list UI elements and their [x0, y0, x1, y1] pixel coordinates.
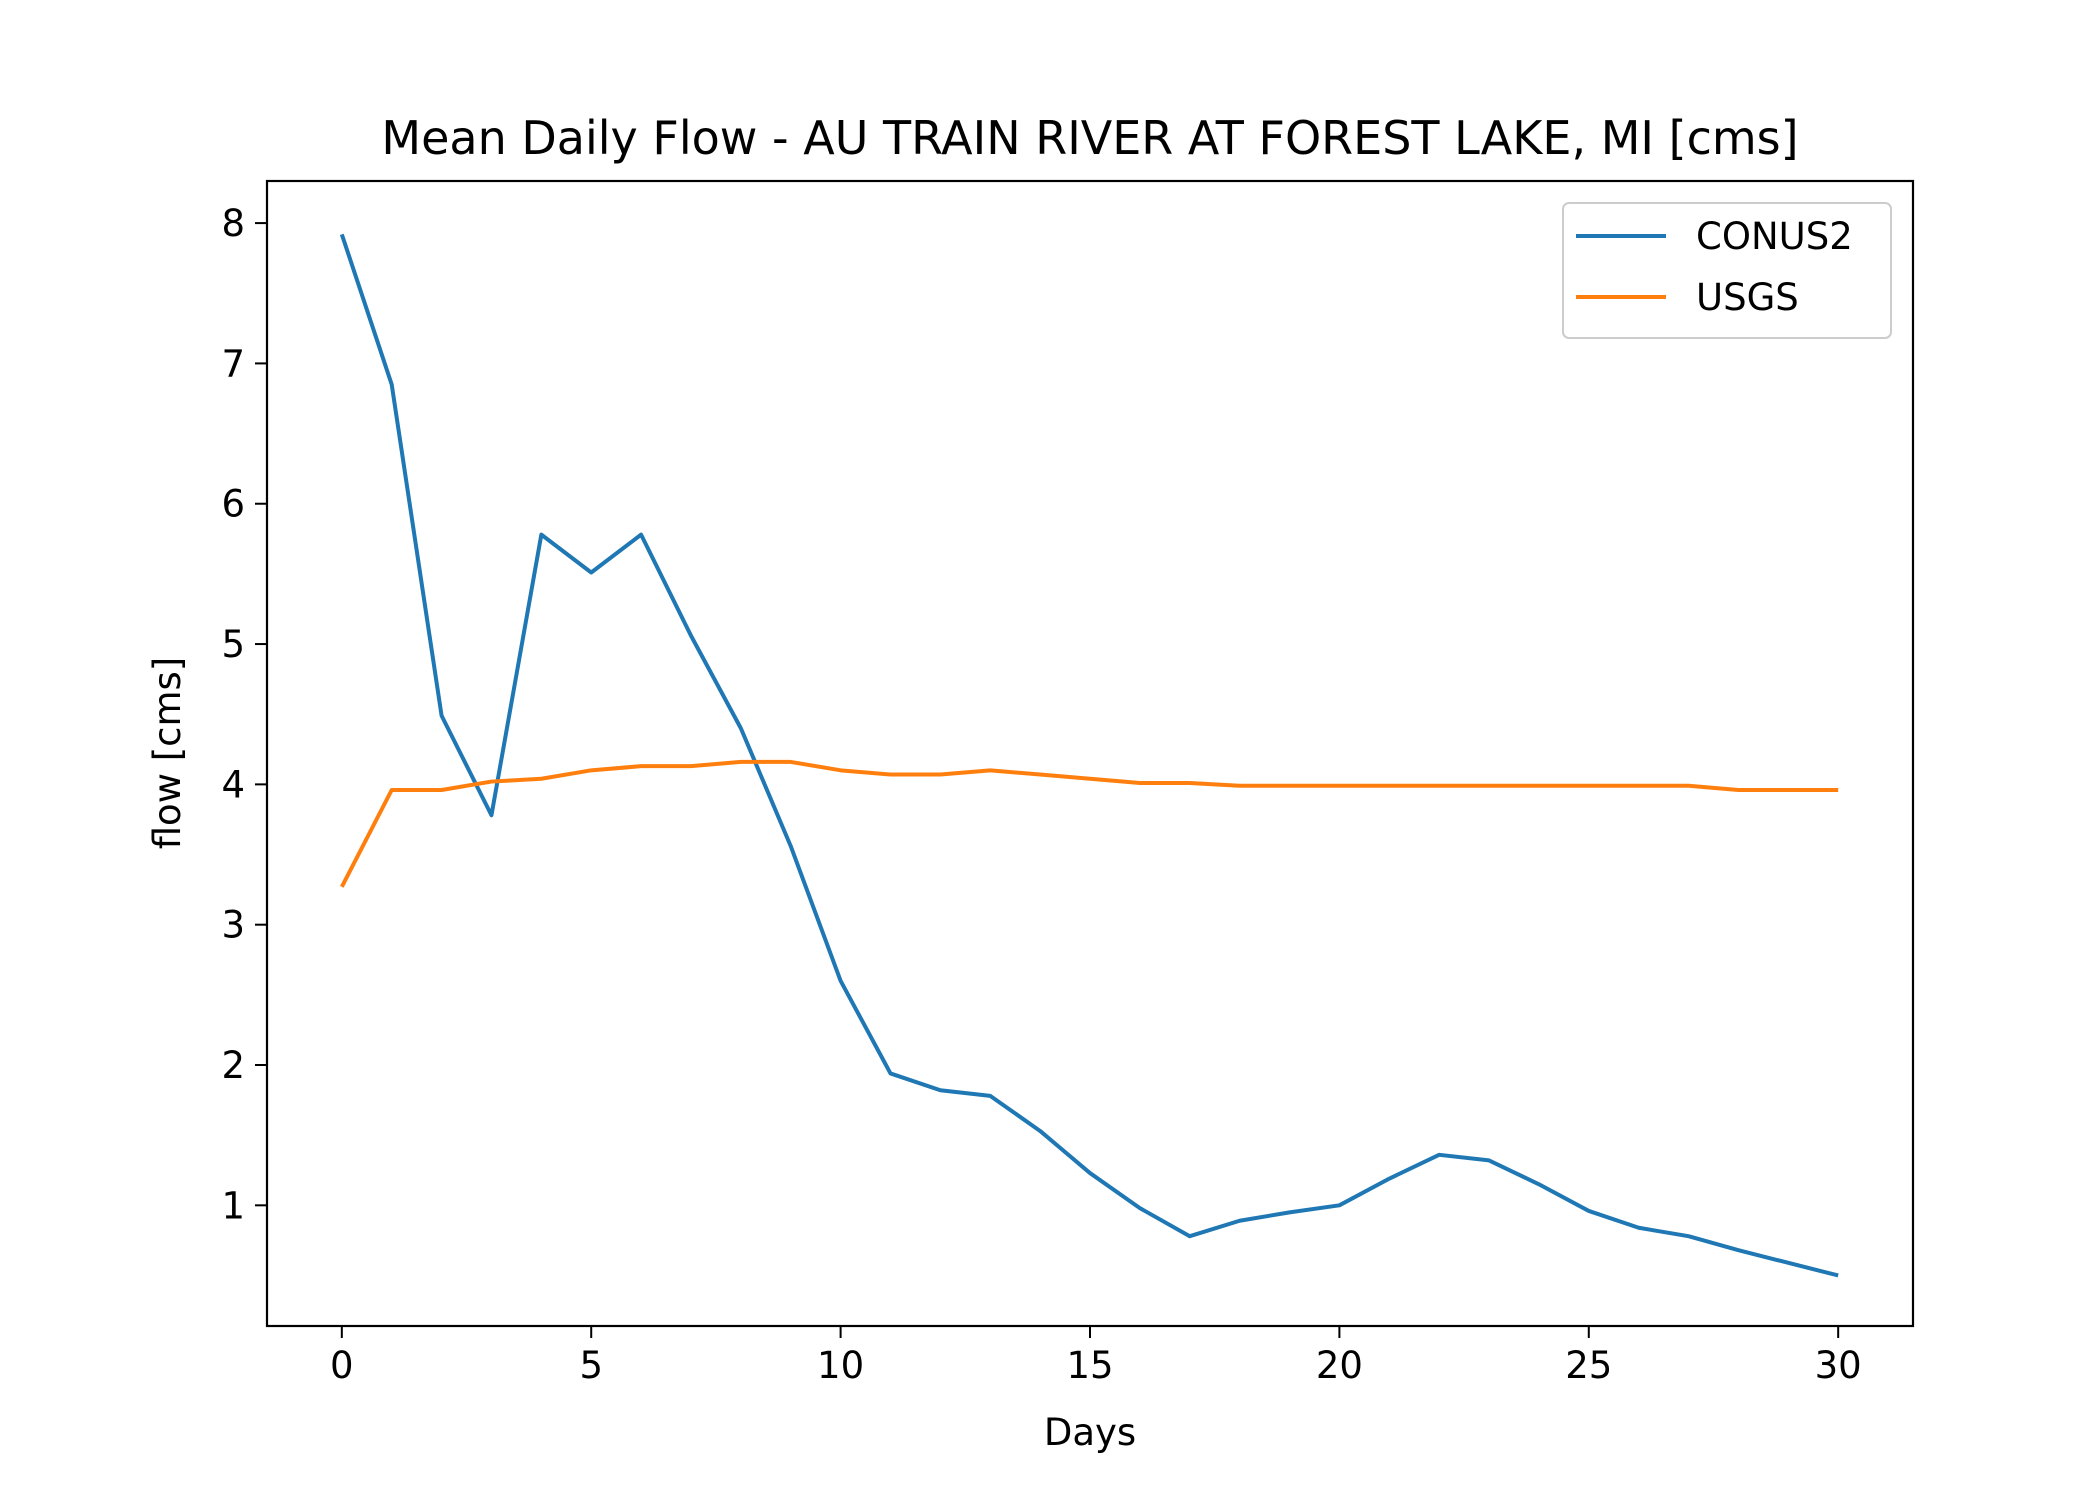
- data-point-usgs: [839, 768, 843, 772]
- data-point-conus2: [739, 726, 743, 730]
- y-tick-label: 5: [221, 623, 245, 666]
- y-axis-ticks: 1 2 3 4 5 6 7 8: [221, 202, 267, 1227]
- data-point-conus2: [1238, 1219, 1242, 1223]
- data-point-conus2: [1786, 1261, 1790, 1265]
- data-point-conus2: [1736, 1248, 1740, 1252]
- legend-label-conus2: CONUS2: [1696, 215, 1853, 258]
- data-point-usgs: [539, 777, 543, 781]
- data-point-usgs: [340, 885, 344, 889]
- data-point-usgs: [1138, 781, 1142, 785]
- data-point-conus2: [839, 979, 843, 983]
- data-point-usgs: [988, 768, 992, 772]
- legend-label-usgs: USGS: [1696, 276, 1799, 319]
- data-point-usgs: [1188, 781, 1192, 785]
- data-point-usgs: [390, 788, 394, 792]
- plot-layer: [339, 232, 1840, 1278]
- data-point-usgs: [938, 773, 942, 777]
- data-point-conus2: [589, 570, 593, 574]
- data-point-usgs: [1387, 784, 1391, 788]
- y-axis-label: flow [cms]: [146, 657, 189, 850]
- data-point-conus2: [489, 813, 493, 817]
- data-point-usgs: [1288, 784, 1292, 788]
- data-point-usgs: [489, 780, 493, 784]
- data-point-usgs: [1736, 788, 1740, 792]
- data-point-conus2: [1537, 1182, 1541, 1186]
- plot-frame: [265, 179, 1915, 1328]
- data-point-usgs: [1687, 784, 1691, 788]
- data-point-conus2: [1387, 1177, 1391, 1181]
- data-point-conus2: [888, 1071, 892, 1075]
- data-point-usgs: [1537, 784, 1541, 788]
- data-point-conus2: [1138, 1206, 1142, 1210]
- y-tick-label: 8: [221, 202, 245, 245]
- data-point-usgs: [440, 788, 444, 792]
- data-point-conus2: [1088, 1171, 1092, 1175]
- data-point-usgs: [689, 764, 693, 768]
- data-point-usgs: [789, 760, 793, 764]
- data-point-usgs: [1786, 788, 1790, 792]
- data-point-usgs: [1487, 784, 1491, 788]
- series-line-conus2: [339, 233, 1839, 1278]
- data-point-conus2: [539, 533, 543, 537]
- data-point-usgs: [1836, 788, 1840, 792]
- x-tick-label: 20: [1316, 1344, 1363, 1387]
- data-point-conus2: [1188, 1234, 1192, 1238]
- data-point-conus2: [1687, 1234, 1691, 1238]
- data-point-usgs: [639, 764, 643, 768]
- data-point-conus2: [639, 533, 643, 537]
- x-tick-label: 25: [1565, 1344, 1612, 1387]
- x-tick-label: 0: [330, 1344, 354, 1387]
- data-point-conus2: [1337, 1203, 1341, 1207]
- x-tick-label: 10: [817, 1344, 864, 1387]
- y-tick-label: 1: [221, 1184, 245, 1227]
- data-point-conus2: [390, 382, 394, 386]
- data-point-conus2: [1637, 1226, 1641, 1230]
- y-tick-label: 6: [221, 483, 245, 526]
- data-point-usgs: [1088, 777, 1092, 781]
- data-point-usgs: [1038, 773, 1042, 777]
- series-line-usgs: [340, 759, 1839, 888]
- data-point-conus2: [789, 844, 793, 848]
- y-tick-label: 4: [221, 763, 245, 806]
- x-tick-label: 15: [1066, 1344, 1113, 1387]
- data-point-conus2: [1437, 1153, 1441, 1157]
- data-point-usgs: [739, 760, 743, 764]
- legend: CONUS2 USGS: [1562, 202, 1892, 339]
- chart-title: Mean Daily Flow - AU TRAIN RIVER AT FORE…: [381, 111, 1798, 165]
- data-point-usgs: [1337, 784, 1341, 788]
- data-point-conus2: [1587, 1209, 1591, 1213]
- data-point-conus2: [988, 1094, 992, 1098]
- data-point-usgs: [1587, 784, 1591, 788]
- data-point-usgs: [589, 768, 593, 772]
- data-point-usgs: [1637, 784, 1641, 788]
- x-axis-label: Days: [1044, 1411, 1136, 1454]
- data-point-usgs: [1238, 784, 1242, 788]
- data-point-conus2: [1487, 1158, 1491, 1162]
- data-point-usgs: [888, 773, 892, 777]
- data-point-conus2: [938, 1088, 942, 1092]
- x-axis-ticks: 0 5 10 15 20 25 30: [330, 1326, 1862, 1387]
- data-point-conus2: [340, 232, 344, 236]
- x-tick-label: 30: [1815, 1344, 1862, 1387]
- data-point-conus2: [1038, 1129, 1042, 1133]
- data-point-conus2: [1836, 1273, 1840, 1277]
- data-point-conus2: [1288, 1210, 1292, 1214]
- data-point-conus2: [689, 634, 693, 638]
- x-tick-label: 5: [579, 1344, 603, 1387]
- data-point-conus2: [440, 714, 444, 718]
- y-tick-label: 7: [221, 342, 245, 385]
- y-tick-label: 2: [221, 1044, 245, 1087]
- data-point-usgs: [1437, 784, 1441, 788]
- y-tick-label: 3: [221, 904, 245, 947]
